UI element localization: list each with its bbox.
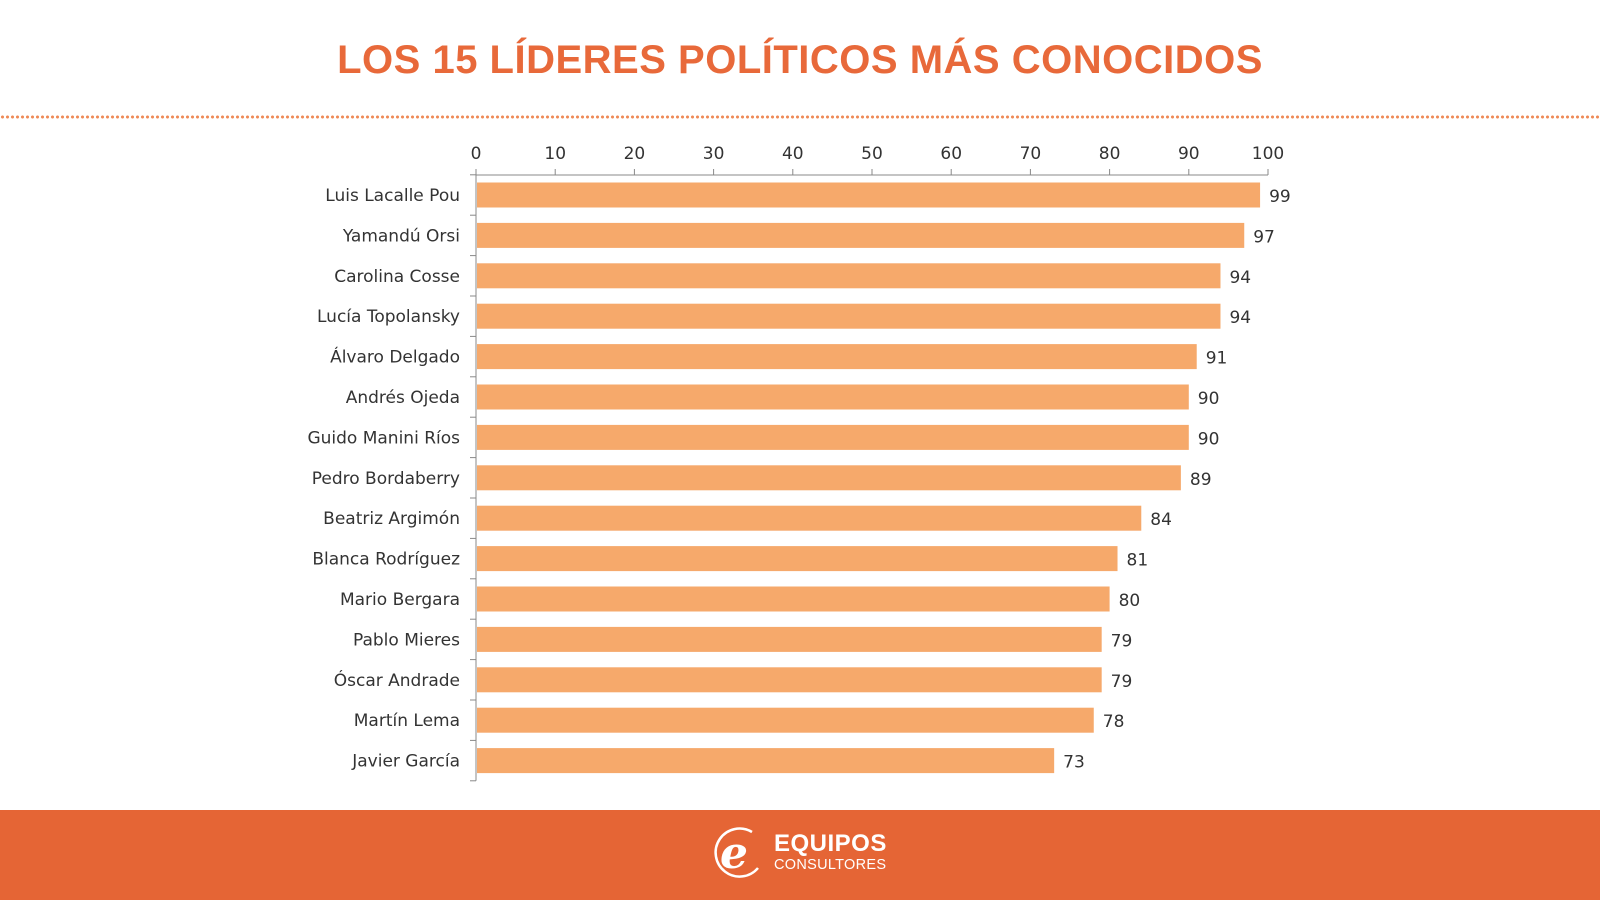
x-tick-label: 40	[782, 144, 804, 164]
category-label: Mario Bergara	[340, 590, 460, 610]
category-label: Martín Lema	[354, 711, 460, 731]
x-tick-label: 70	[1020, 144, 1042, 164]
footer-bar: e EQUIPOS CONSULTORES	[0, 810, 1600, 900]
bar	[477, 667, 1102, 693]
data-label: 79	[1111, 672, 1133, 692]
data-label: 97	[1253, 227, 1275, 247]
bars: Luis Lacalle Pou 99 Yamandú Orsi 97 Carolina…	[307, 182, 1291, 774]
data-label: 94	[1229, 268, 1251, 288]
bar	[477, 222, 1245, 248]
data-label: 78	[1103, 712, 1125, 732]
brand-name: EQUIPOS	[774, 829, 887, 857]
data-label: 79	[1111, 631, 1133, 651]
category-label: Pedro Bordaberry	[312, 469, 460, 489]
category-label: Carolina Cosse	[334, 267, 460, 287]
x-tick-label: 100	[1252, 144, 1284, 164]
dotted-divider	[0, 115, 1600, 119]
data-label: 90	[1198, 389, 1220, 409]
bar	[477, 748, 1055, 774]
x-tick-label: 10	[544, 144, 566, 164]
data-label: 89	[1190, 470, 1212, 490]
data-label: 73	[1063, 753, 1085, 773]
data-label: 80	[1119, 591, 1141, 611]
data-label: 94	[1229, 308, 1251, 328]
data-label: 84	[1150, 510, 1172, 530]
bar	[477, 263, 1221, 289]
bar	[477, 626, 1102, 652]
x-tick-label: 20	[624, 144, 646, 164]
brand-logo: e EQUIPOS CONSULTORES	[712, 824, 887, 880]
category-label: Óscar Andrade	[334, 669, 460, 691]
category-label: Blanca Rodríguez	[312, 550, 460, 570]
data-label: 91	[1206, 349, 1228, 369]
category-label: Álvaro Delgado	[330, 346, 460, 368]
x-tick-label: 0	[471, 144, 482, 164]
bar	[477, 182, 1261, 208]
bar-chart: 0 10 20 30 40 50 60 70 80 90 100 Luis Lacalle Pou 9…	[307, 144, 1291, 782]
x-axis: 0 10 20 30 40 50 60 70 80 90 100	[470, 144, 1284, 782]
bar	[477, 465, 1181, 491]
page-title: LOS 15 LÍDERES POLÍTICOS MÁS CONOCIDOS	[337, 38, 1263, 82]
data-label: 99	[1269, 187, 1291, 207]
brand-subtitle: CONSULTORES	[774, 856, 887, 873]
data-label: 90	[1198, 429, 1220, 449]
category-label: Pablo Mieres	[353, 630, 460, 650]
bar	[477, 344, 1197, 370]
svg-text:e: e	[720, 828, 748, 879]
category-label: Yamandú Orsi	[342, 226, 460, 246]
bar	[477, 707, 1094, 733]
category-label: Luis Lacalle Pou	[325, 186, 460, 206]
bar	[477, 424, 1189, 450]
bar	[477, 303, 1221, 329]
x-tick-label: 30	[703, 144, 725, 164]
e-letter-logo-icon: e	[712, 824, 764, 880]
bar	[477, 384, 1189, 410]
bar	[477, 505, 1142, 531]
category-label: Guido Manini Ríos	[307, 428, 460, 448]
x-tick-label: 50	[861, 144, 883, 164]
category-label: Andrés Ojeda	[346, 388, 460, 408]
category-label: Javier García	[351, 752, 460, 772]
bar	[477, 586, 1110, 612]
bar	[477, 546, 1118, 572]
x-tick-label: 90	[1178, 144, 1200, 164]
category-label: Beatriz Argimón	[323, 509, 460, 529]
data-label: 81	[1127, 551, 1149, 571]
category-label: Lucía Topolansky	[317, 307, 460, 327]
x-tick-label: 80	[1099, 144, 1121, 164]
x-tick-label: 60	[940, 144, 962, 164]
